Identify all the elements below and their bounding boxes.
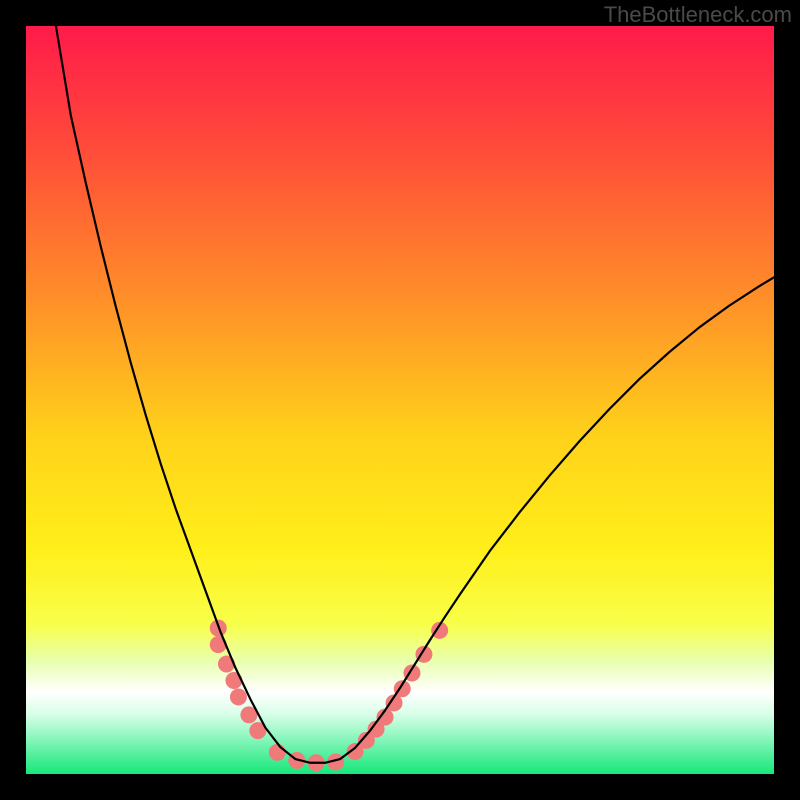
data-marker <box>269 744 286 761</box>
data-marker <box>230 688 247 705</box>
chart-container: { "watermark": { "text": "TheBottleneck.… <box>0 0 800 800</box>
bottleneck-chart <box>0 0 800 800</box>
data-marker <box>225 672 242 689</box>
gradient-background <box>26 26 774 774</box>
watermark-text: TheBottleneck.com <box>604 2 792 28</box>
